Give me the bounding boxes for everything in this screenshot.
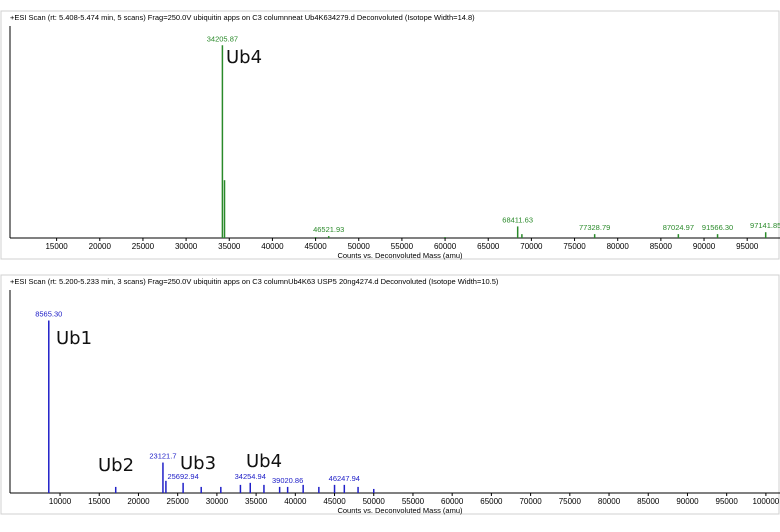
peak-annotation: Ub3 <box>180 453 216 474</box>
x-tick-label: 70000 <box>520 242 543 251</box>
x-tick-label: 80000 <box>598 497 621 506</box>
x-tick-label: 20000 <box>127 497 150 506</box>
x-tick-label: 70000 <box>519 497 542 506</box>
x-tick-label: 30000 <box>175 242 198 251</box>
x-tick-label: 60000 <box>434 242 457 251</box>
peak-label: 91566.30 <box>702 223 733 232</box>
x-tick-label: 15000 <box>45 242 68 251</box>
x-tick-label: 35000 <box>218 242 241 251</box>
peak-annotation: Ub4 <box>226 47 262 68</box>
panel-header: +ESI Scan (rt: 5.408-5.474 min, 5 scans)… <box>10 13 475 22</box>
peak-label: 97141.85 <box>750 221 780 230</box>
x-tick-label: 60000 <box>441 497 464 506</box>
x-tick-label: 20000 <box>89 242 112 251</box>
x-tick-label: 55000 <box>402 497 425 506</box>
x-tick-label: 25000 <box>132 242 155 251</box>
x-tick-label: 50000 <box>363 497 386 506</box>
x-tick-label: 15000 <box>88 497 111 506</box>
x-tick-label: 30000 <box>206 497 229 506</box>
panel-frame <box>0 10 780 260</box>
x-axis-label: Counts vs. Deconvoluted Mass (amu) <box>337 251 463 260</box>
x-axis-label: Counts vs. Deconvoluted Mass (amu) <box>337 506 463 515</box>
x-tick-label: 45000 <box>323 497 346 506</box>
x-tick-label: 95000 <box>736 242 759 251</box>
x-tick-label: 40000 <box>284 497 307 506</box>
x-tick-label: 80000 <box>607 242 630 251</box>
panel-frame <box>0 274 780 515</box>
peak-annotation: Ub4 <box>246 451 282 472</box>
peak-label: 34205.87 <box>207 34 238 43</box>
x-tick-label: 85000 <box>650 242 673 251</box>
x-tick-label: 90000 <box>693 242 716 251</box>
x-tick-label: 65000 <box>477 242 500 251</box>
x-tick-label: 55000 <box>391 242 414 251</box>
peak-label: 77328.79 <box>579 223 610 232</box>
peak-label: 46247.94 <box>329 474 360 483</box>
peak-annotation: Ub2 <box>98 455 134 476</box>
peak-label: 34254.94 <box>235 472 266 481</box>
x-tick-label: 35000 <box>245 497 268 506</box>
x-tick-label: 90000 <box>676 497 699 506</box>
peak-annotation: Ub1 <box>56 328 92 349</box>
peak-label: 23121.7 <box>149 452 176 461</box>
x-tick-label: 95000 <box>716 497 739 506</box>
peak-label: 25692.94 <box>167 472 198 481</box>
x-tick-label: 85000 <box>637 497 660 506</box>
x-tick-label: 10000 <box>49 497 72 506</box>
panel-header: +ESI Scan (rt: 5.200-5.233 min, 3 scans)… <box>10 277 499 286</box>
peak-label: 39020.86 <box>272 476 303 485</box>
x-tick-label: 40000 <box>261 242 284 251</box>
peak-label: 46521.93 <box>313 225 344 234</box>
x-tick-label: 25000 <box>167 497 190 506</box>
x-tick-label: 50000 <box>348 242 371 251</box>
x-tick-label: 75000 <box>563 242 586 251</box>
x-tick-label: 65000 <box>480 497 503 506</box>
x-tick-label: 45000 <box>304 242 327 251</box>
peak-label: 8565.30 <box>35 309 62 318</box>
x-tick-label: 100000 <box>753 497 780 506</box>
x-tick-label: 75000 <box>559 497 582 506</box>
peak-label: 68411.63 <box>502 215 533 224</box>
peak-label: 87024.97 <box>663 223 694 232</box>
